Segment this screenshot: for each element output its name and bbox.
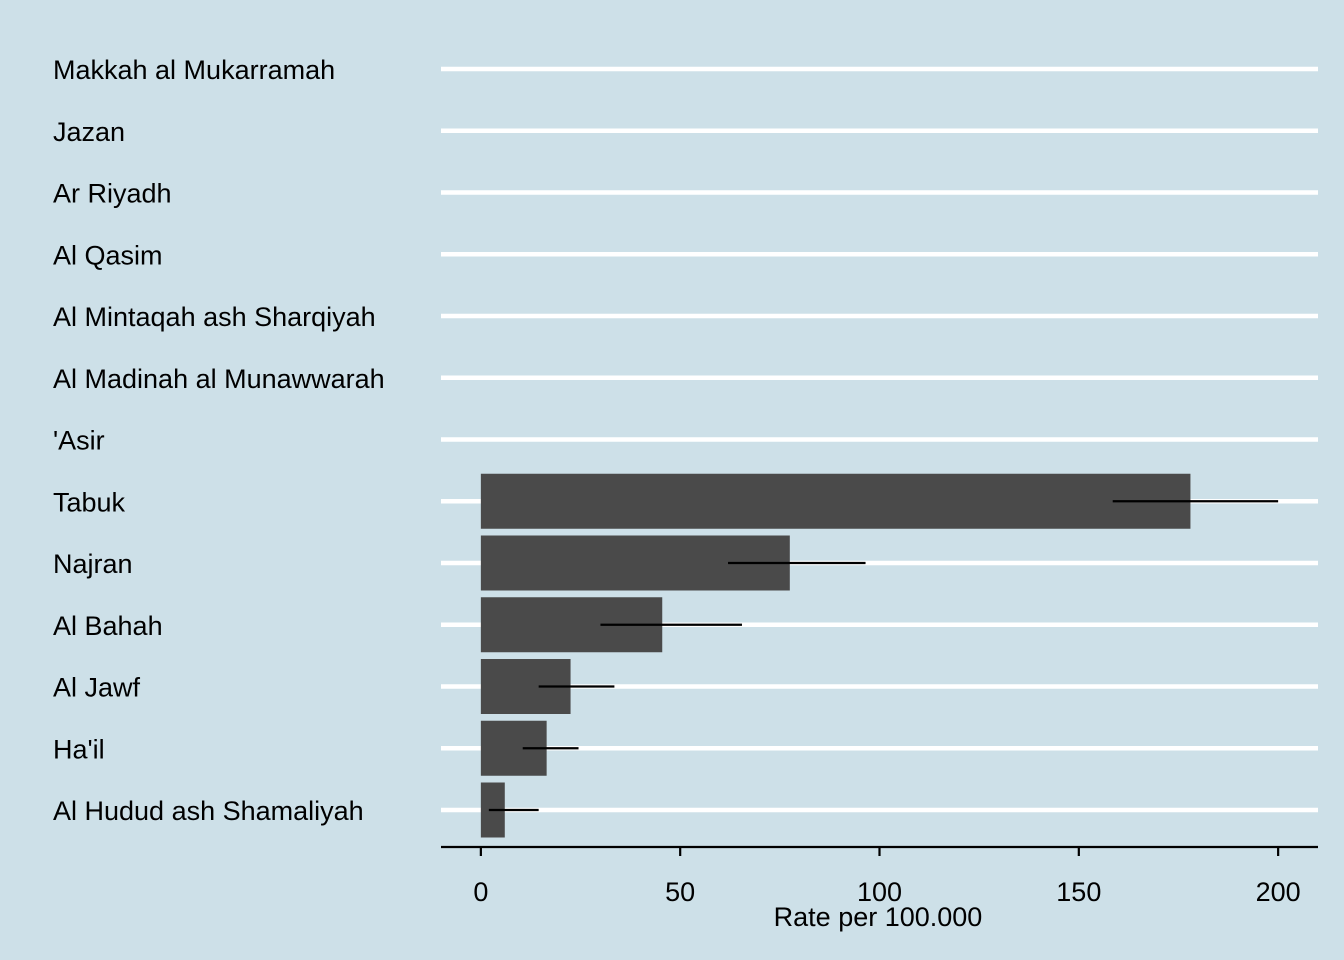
category-label: Al Madinah al Munawwarah (53, 364, 385, 394)
category-label: Tabuk (53, 487, 126, 517)
x-tick-label: 100 (857, 877, 902, 907)
category-label: Al Bahah (53, 611, 163, 641)
bar (480, 473, 1191, 529)
category-label: Al Qasim (53, 240, 163, 270)
x-tick-label: 150 (1056, 877, 1101, 907)
x-axis: 0 50 100 150 200 (441, 845, 1318, 907)
x-tick-label: 0 (473, 877, 488, 907)
category-label: 'Asir (53, 426, 105, 456)
category-label: Al Jawf (53, 673, 141, 703)
category-label: Jazan (53, 117, 125, 147)
x-axis-title: Rate per 100.000 (774, 902, 983, 932)
category-label: Al Mintaqah ash Sharqiyah (53, 302, 376, 332)
category-label: Al Hudud ash Shamaliyah (53, 796, 364, 826)
error-bars (488, 500, 1279, 812)
x-tick-label: 200 (1256, 877, 1301, 907)
category-label: Ar Riyadh (53, 179, 172, 209)
category-label: Makkah al Mukarramah (53, 55, 335, 85)
x-tick-label: 50 (665, 877, 695, 907)
x-ticks: 0 50 100 150 200 (473, 847, 1301, 907)
category-label: Najran (53, 549, 133, 579)
category-label: Ha'il (53, 734, 105, 764)
category-labels: Makkah al Mukarramah Jazan Ar Riyadh Al Qas… (53, 55, 385, 826)
